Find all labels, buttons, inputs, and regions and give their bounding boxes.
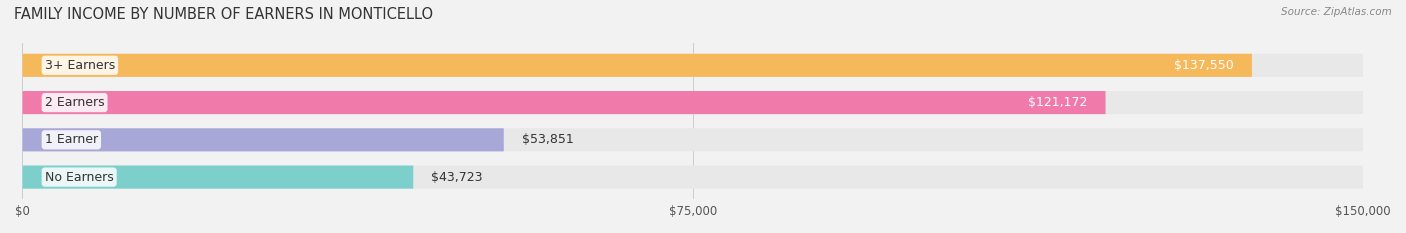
FancyBboxPatch shape (22, 128, 1364, 151)
Text: $121,172: $121,172 (1028, 96, 1088, 109)
Text: No Earners: No Earners (45, 171, 114, 184)
FancyBboxPatch shape (22, 165, 413, 189)
Text: $43,723: $43,723 (432, 171, 482, 184)
Text: 3+ Earners: 3+ Earners (45, 59, 115, 72)
Text: Source: ZipAtlas.com: Source: ZipAtlas.com (1281, 7, 1392, 17)
FancyBboxPatch shape (22, 91, 1364, 114)
FancyBboxPatch shape (22, 91, 1105, 114)
Text: $137,550: $137,550 (1174, 59, 1234, 72)
Text: $53,851: $53,851 (522, 133, 574, 146)
FancyBboxPatch shape (22, 128, 503, 151)
FancyBboxPatch shape (22, 54, 1364, 77)
FancyBboxPatch shape (22, 165, 1364, 189)
FancyBboxPatch shape (22, 54, 1251, 77)
Text: 1 Earner: 1 Earner (45, 133, 98, 146)
Text: 2 Earners: 2 Earners (45, 96, 104, 109)
Text: FAMILY INCOME BY NUMBER OF EARNERS IN MONTICELLO: FAMILY INCOME BY NUMBER OF EARNERS IN MO… (14, 7, 433, 22)
